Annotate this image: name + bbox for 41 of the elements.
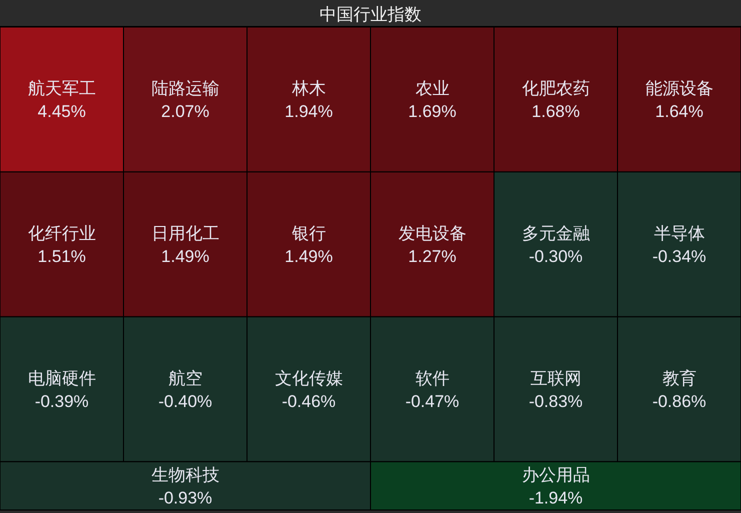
data-label: -0.30%: [528, 246, 583, 266]
category-label: 互联网: [530, 368, 582, 388]
category-label: 多元金融: [522, 224, 590, 243]
data-label: 1.49%: [161, 246, 210, 266]
category-label: 办公用品: [522, 465, 590, 484]
data-label: 1.68%: [532, 102, 580, 121]
data-label: -0.34%: [652, 246, 706, 266]
category-label: 农业: [415, 78, 450, 98]
category-label: 生物科技: [151, 465, 220, 484]
data-label: 1.94%: [284, 102, 333, 121]
data-label: 1.51%: [38, 246, 86, 266]
category-label: 发电设备: [398, 224, 466, 243]
data-label: 1.64%: [655, 102, 704, 121]
data-label: 4.45%: [38, 102, 86, 121]
category-label: 航天军工: [28, 78, 96, 98]
category-label: 日用化工: [151, 224, 220, 243]
category-label: 航空: [168, 368, 202, 388]
category-label: 半导体: [654, 224, 705, 243]
category-label: 教育: [662, 368, 696, 388]
data-label: -0.83%: [528, 392, 583, 411]
category-label: 陆路运输: [151, 78, 220, 98]
data-label: -0.40%: [158, 392, 212, 411]
data-label: -0.47%: [405, 392, 460, 411]
category-label: 软件: [415, 368, 450, 388]
title: 中国行业指数: [320, 5, 422, 24]
category-label: 电脑硬件: [28, 368, 96, 388]
data-label: -0.86%: [652, 392, 706, 411]
data-label: 1.69%: [408, 102, 456, 121]
category-label: 文化传媒: [274, 368, 343, 388]
category-label: 银行: [290, 224, 326, 243]
data-label: 2.07%: [161, 102, 210, 121]
category-label: 林木: [290, 78, 326, 98]
data-label: -0.39%: [34, 392, 89, 411]
category-label: 能源设备: [645, 78, 714, 98]
data-label: -1.94%: [528, 488, 583, 508]
data-label: -0.93%: [158, 488, 212, 508]
data-label: -0.46%: [282, 392, 336, 411]
data-label: 1.27%: [408, 246, 456, 266]
category-label: 化肥农药: [522, 78, 590, 98]
data-label: 1.49%: [284, 246, 333, 266]
category-label: 化纤行业: [28, 224, 96, 243]
